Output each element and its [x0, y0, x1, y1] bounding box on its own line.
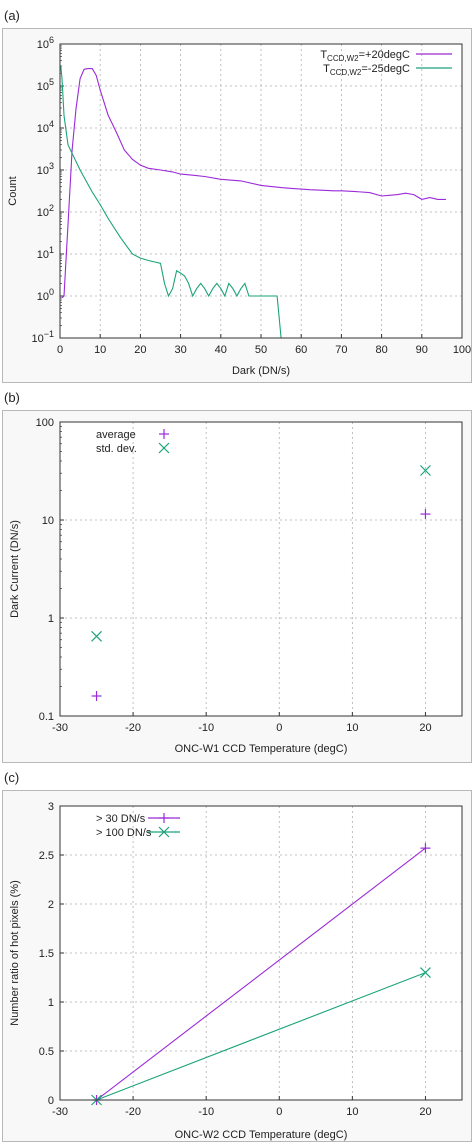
chart3-series-1-line	[96, 847, 426, 1100]
chart3-legend-2-marker-d2	[158, 826, 170, 838]
chart2-frame	[59, 421, 463, 717]
panel-label-c: (c)	[4, 770, 20, 785]
chart1-y-tick-label: 103	[37, 161, 54, 177]
chart3-y-axis-label: Number ratio of hot pixels (%)	[9, 880, 21, 1026]
chart2-legend-1-text: average	[96, 429, 136, 441]
chart2-x-tick-label: 20	[419, 722, 431, 734]
chart1-x-tick-label: 10	[94, 344, 106, 356]
chart1-x-axis-label: Dark (DN/s)	[232, 365, 290, 377]
chart3-x-axis-label: ONC-W2 CCD Temperature (degC)	[175, 1129, 348, 1141]
chart1-x-tick-label: 30	[174, 344, 186, 356]
chart2-y-tick-label: 0.1	[39, 711, 54, 723]
chart3-y-tick-label: 3	[48, 801, 54, 813]
chart3-legend-2-marker	[158, 826, 170, 838]
chart1-x-tick-label: 20	[134, 344, 146, 356]
chart1-x-tick-label: 40	[215, 344, 227, 356]
chart3-y-tick-label: 1.5	[39, 948, 54, 960]
chart1-y-axis-label: Count	[7, 176, 19, 205]
chart3-y-tick-label: 0	[48, 1095, 54, 1107]
panel-label-b: (b)	[4, 390, 20, 405]
chart2-series-1-point	[420, 509, 431, 520]
chart1-x-tick-label: 80	[375, 344, 387, 356]
chart3-y-tick-label: 0.5	[39, 1046, 54, 1058]
chart1-y-tick-label: 101	[37, 245, 54, 261]
chart3-series-2-point	[420, 967, 431, 979]
chart2-series-2-point	[420, 465, 431, 476]
chart2-y-tick-label: 100	[36, 417, 54, 429]
chart2-plot-area	[60, 422, 462, 716]
chart2-legend-2-text: std. dev.	[96, 443, 137, 455]
chart3-series-2-point-d2	[420, 967, 431, 979]
chart3-legend-1-marker	[159, 813, 169, 823]
chart3-y-tick-label: 2	[48, 899, 54, 911]
chart1-y-tick-label: 106	[37, 35, 54, 51]
chart1-y-tick-label: 100	[37, 287, 54, 303]
chart1-x-tick-label: 70	[335, 344, 347, 356]
chart2-x-axis-label: ONC-W1 CCD Temperature (degC)	[175, 743, 348, 755]
chart2-x-tick-label: 0	[276, 722, 282, 734]
panel-label-a: (a)	[4, 8, 20, 23]
chart3-x-tick-label: 10	[346, 1106, 358, 1118]
chart3-legend-2-text: > 100 DN/s	[96, 827, 152, 839]
chart2-series-2-point	[91, 630, 102, 642]
chart2-series-2-point-d2	[420, 465, 431, 476]
chart1-series-1-line	[61, 68, 446, 299]
chart2-y-tick-label: 10	[42, 515, 54, 527]
chart3-y-tick-label: 1	[48, 997, 54, 1009]
chart1-x-tick-label: 100	[453, 344, 471, 356]
chart3-frame	[59, 805, 463, 1101]
chart2-y-axis-label: Dark Current (DN/s)	[9, 520, 21, 618]
chart3-y-tick-label: 2.5	[39, 850, 54, 862]
chart3-x-tick-label: -30	[52, 1106, 68, 1118]
chart1-series-2-line	[60, 65, 282, 338]
chart1-y-tick-label: 10−1	[31, 329, 54, 345]
chart1-x-tick-label: 50	[255, 344, 267, 356]
chart1-x-tick-label: 0	[57, 344, 63, 356]
chart2-x-tick-label: -10	[198, 722, 214, 734]
chart1-x-tick-label: 60	[295, 344, 307, 356]
chart3-series-2-line	[96, 972, 426, 1100]
chart2-series-2-point-d2	[91, 630, 102, 642]
chart3-series-1-point	[420, 843, 431, 854]
chart2-legend-2-marker-d2	[158, 442, 170, 454]
chart2-y-tick-label: 1	[48, 613, 54, 625]
chart3-x-tick-label: 20	[419, 1106, 431, 1118]
chart2-x-tick-label: -20	[125, 722, 141, 734]
chart2-legend-1-marker	[159, 429, 169, 439]
chart2-x-tick-label: -30	[52, 722, 68, 734]
chart1-legend-1-text: TCCD,W2=+20degC	[320, 49, 410, 63]
chart2-x-tick-label: 10	[346, 722, 358, 734]
chart1-legend-2-text: TCCD,W2=-25degC	[323, 63, 410, 77]
chart2-series-1-point	[91, 690, 102, 701]
chart3-x-tick-label: -20	[125, 1106, 141, 1118]
chart3-x-tick-label: 0	[276, 1106, 282, 1118]
chart1-y-tick-label: 105	[37, 77, 54, 93]
chart3-legend-1-text: > 30 DN/s	[96, 813, 146, 825]
chart3-x-tick-label: -10	[198, 1106, 214, 1118]
chart2-legend-2-marker	[158, 442, 170, 454]
chart1-x-tick-label: 90	[416, 344, 428, 356]
chart1-y-tick-label: 102	[37, 203, 54, 219]
chart1-y-tick-label: 104	[37, 119, 54, 135]
chart1-frame	[59, 43, 463, 339]
